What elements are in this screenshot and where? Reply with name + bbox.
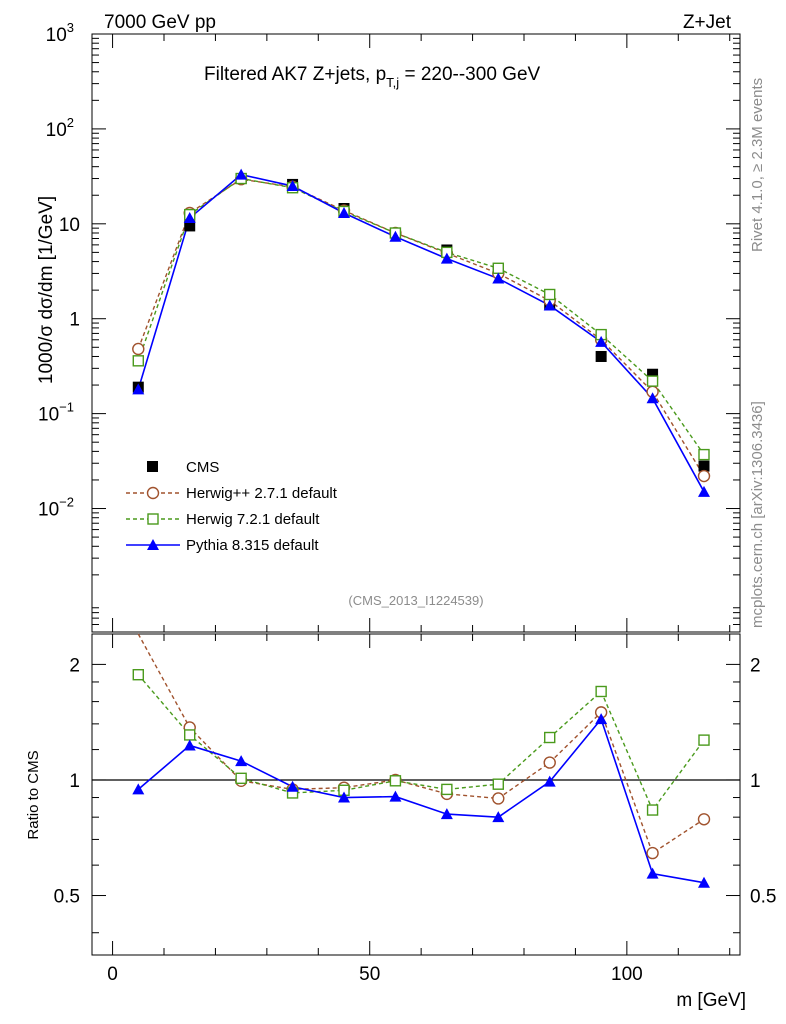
xtick-label: 50 [359, 964, 380, 985]
ratio-ytick-label: 2 [69, 655, 80, 676]
main-cms-point [698, 460, 710, 472]
main-cms-point [647, 368, 659, 380]
main-herwig-2-7-1-default-line [137, 178, 705, 477]
ratio-pythia-8-315-default-point [338, 791, 350, 803]
main-ylabel: 1000/σ dσ/dm [1/GeV] [36, 196, 57, 384]
legend-pythia-label: Pythia 8.315 default [186, 537, 319, 554]
ratio-pythia-8-315-default-point [132, 783, 145, 795]
main-ytick-label: 10−2 [38, 495, 74, 521]
ratio-herwig-2-7-1-default-point [646, 846, 659, 860]
ratio-herwig-7-2-1-default-point [492, 778, 504, 790]
main-ytick-label: 103 [46, 20, 74, 46]
legend-herwigpp-marker [146, 486, 160, 500]
ratio-series-layer [132, 633, 711, 888]
ratio-herwig-7-2-1-default-point [698, 734, 710, 746]
ratio-pythia-8-315-default-point [492, 811, 505, 823]
main-pythia-8-315-default-point [698, 485, 710, 497]
legend-pythia-marker [147, 539, 159, 550]
main-ytick-label: 1 [69, 310, 80, 331]
main-pythia-8-315-default-point [543, 299, 556, 311]
main-pythia-8-315-default-point [235, 168, 248, 180]
legend-herwig7-marker [147, 513, 159, 525]
main-herwig-7-2-1-default-point [698, 448, 710, 461]
ratio-pythia-8-315-default-point [389, 790, 402, 802]
main-ytick-label: 10−1 [38, 400, 74, 426]
ratio-herwig-2-7-1-default-point [543, 756, 556, 769]
ratio-herwig-7-2-1-default-point [544, 731, 556, 744]
ratio-pythia-8-315-default-point [595, 713, 608, 725]
ratio-herwig-7-2-1-default-point [389, 775, 402, 787]
ratio-herwig-2-7-1-default-point [697, 813, 711, 826]
ratio-pythia-8-315-default-point [183, 739, 196, 751]
header-left: 7000 GeV pp [104, 12, 216, 33]
ratio-herwig-7-2-1-default-point [646, 804, 659, 816]
main-cms-point [595, 350, 607, 362]
ratio-ytick-label-right: 0.5 [750, 887, 776, 908]
main-pythia-8-315-default-line [137, 173, 705, 493]
xtick-label: 100 [611, 964, 643, 985]
main-pythia-8-315-default-point [132, 383, 145, 395]
main-herwig-7-2-1-default-point [492, 262, 504, 274]
legend: CMS Herwig++ 2.7.1 default Herwig 7.2.1 … [126, 459, 338, 554]
legend-cms-label: CMS [186, 459, 219, 476]
legend-cms-marker [147, 461, 158, 472]
ratio-herwig-7-2-1-default-point [235, 772, 247, 785]
main-pythia-8-315-default-point [338, 206, 350, 218]
main-herwig-2-7-1-default-point [697, 469, 711, 483]
legend-herwigpp-label: Herwig++ 2.7.1 default [186, 485, 338, 502]
ratio-panel-frame [91, 633, 741, 956]
ratio-pythia-8-315-default-point [235, 755, 248, 767]
ratio-pythia-8-315-default-point [286, 780, 299, 792]
ratio-pythia-8-315-default-point [440, 808, 453, 820]
ratio-ylabel: Ratio to CMS [25, 750, 42, 839]
ratio-ytick-label: 0.5 [54, 887, 80, 908]
ratio-ytick-label-right: 1 [750, 771, 761, 792]
main-herwig-7-2-1-default-line [137, 177, 705, 456]
main-pythia-8-315-default-point [440, 252, 453, 264]
legend-herwig7-label: Herwig 7.2.1 default [186, 511, 320, 528]
main-cms-point [184, 220, 196, 232]
main-series-layer [132, 168, 711, 497]
main-pythia-8-315-default-point [646, 392, 659, 404]
rivet-label: Rivet 4.1.0, ≥ 2.3M events [749, 78, 766, 252]
main-pythia-8-315-default-point [183, 212, 196, 224]
ratio-herwig-7-2-1-default-point [132, 669, 144, 681]
ratio-herwig-7-2-1-default-line [137, 674, 705, 812]
main-pythia-8-315-default-point [595, 335, 608, 347]
main-herwig-2-7-1-default-point [132, 342, 145, 356]
mcplots-label: mcplots.cern.ch [arXiv:1306.3436] [749, 401, 766, 628]
ratio-herwig-2-7-1-default-point [492, 792, 505, 805]
main-herwig-7-2-1-default-point [132, 355, 144, 367]
main-pythia-8-315-default-point [492, 272, 505, 284]
xtick-label: 0 [107, 964, 118, 985]
ratio-axis-ticks: 2 2 1 1 0.5 0.5 0 50 100 [54, 634, 776, 985]
ratio-pythia-8-315-default-point [698, 876, 710, 888]
analysis-id: (CMS_2013_I1224539) [348, 593, 483, 608]
ratio-ytick-label-right: 2 [750, 655, 761, 676]
main-ytick-label: 10 [59, 215, 80, 236]
main-herwig-7-2-1-default-point [646, 375, 659, 387]
main-pythia-8-315-default-point [286, 180, 299, 192]
ratio-ytick-label: 1 [69, 771, 80, 792]
header-right: Z+Jet [683, 12, 732, 33]
ratio-herwig-2-7-1-default-line [137, 633, 705, 855]
main-pythia-8-315-default-point [389, 230, 402, 242]
main-herwig-7-2-1-default-point [544, 288, 556, 301]
ratio-pythia-8-315-default-line [137, 717, 705, 884]
main-ytick-label: 102 [46, 115, 74, 141]
ratio-herwig-7-2-1-default-point [441, 783, 453, 796]
ratio-pythia-8-315-default-point [543, 775, 556, 787]
ratio-herwig-7-2-1-default-point [595, 685, 607, 698]
x-axis-label: m [GeV] [676, 990, 746, 1011]
ratio-pythia-8-315-default-point [646, 867, 659, 879]
main-title: Filtered AK7 Z+jets, pT,j = 220--300 GeV [204, 64, 541, 90]
ratio-herwig-7-2-1-default-point [184, 729, 196, 741]
